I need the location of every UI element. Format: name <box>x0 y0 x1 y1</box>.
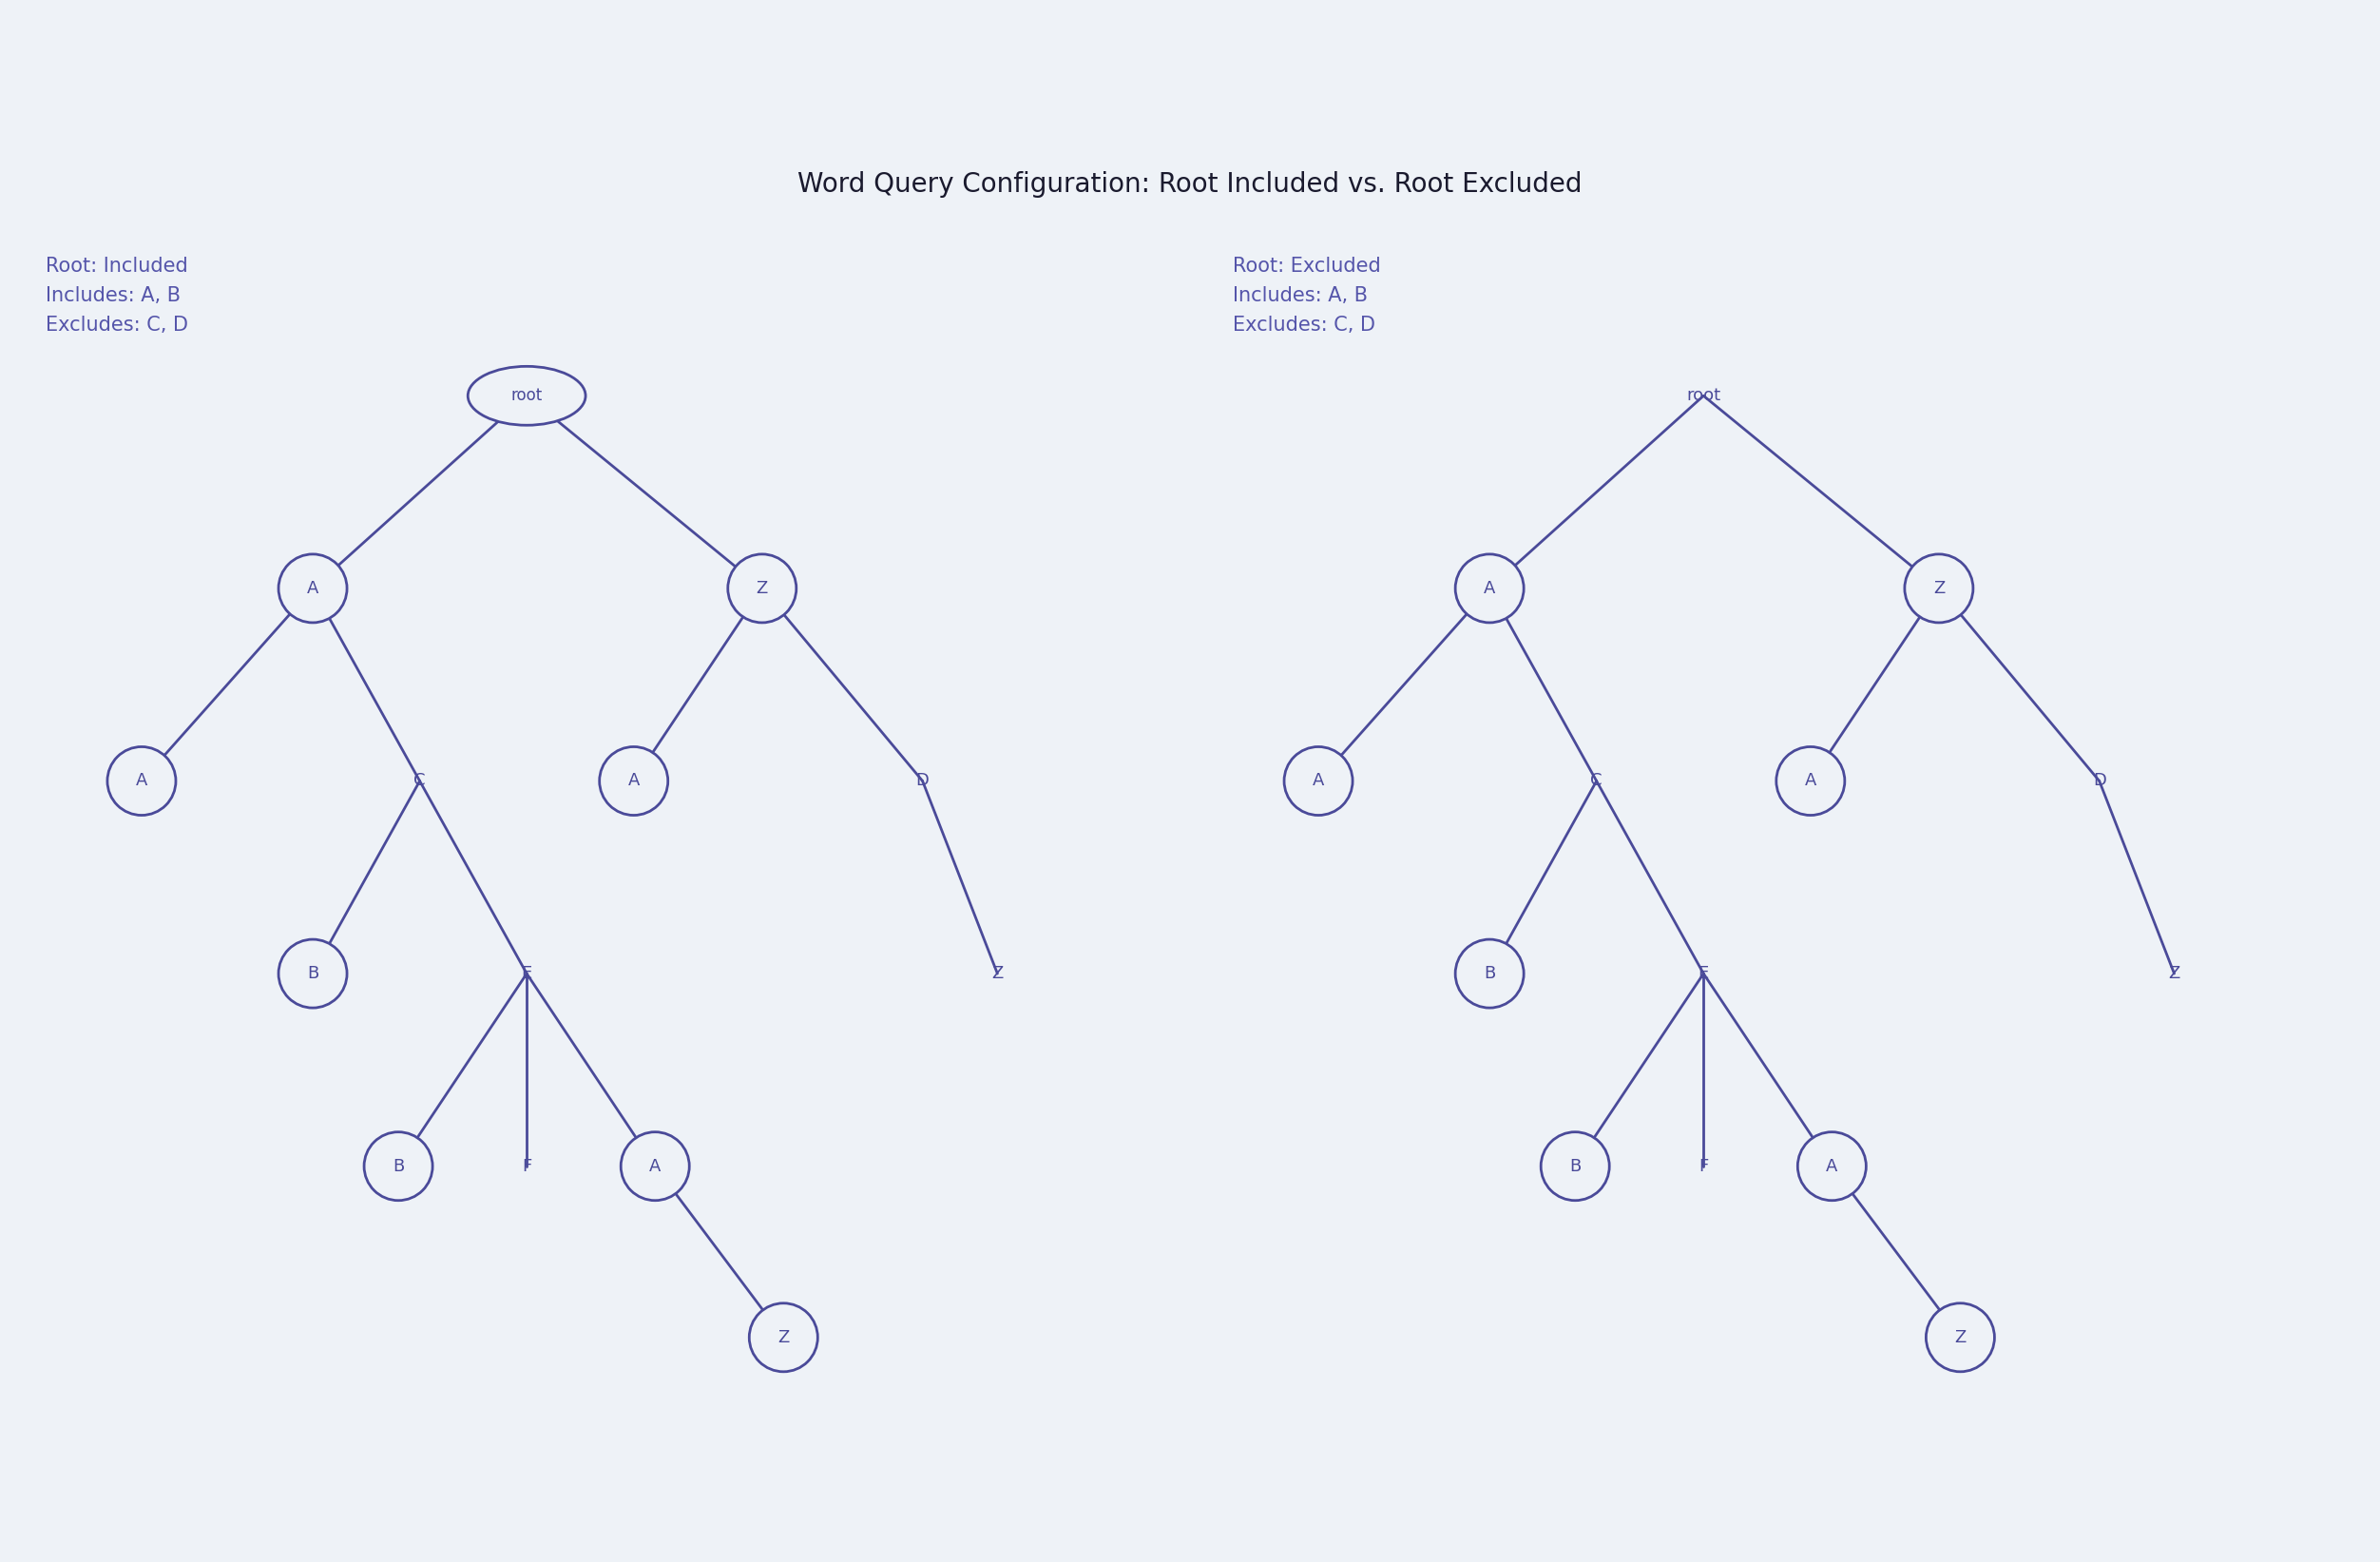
Circle shape <box>750 1303 819 1371</box>
Text: B: B <box>1568 1157 1580 1175</box>
Text: B: B <box>393 1157 405 1175</box>
Circle shape <box>1797 1132 1866 1201</box>
Circle shape <box>1904 555 1973 623</box>
Text: A: A <box>1804 773 1816 789</box>
Text: Root: Excluded
Includes: A, B
Excludes: C, D: Root: Excluded Includes: A, B Excludes: … <box>1233 256 1380 334</box>
Text: E: E <box>1699 965 1709 982</box>
Text: Z: Z <box>778 1329 790 1346</box>
Text: D: D <box>2092 773 2106 789</box>
Text: F: F <box>1699 1157 1709 1175</box>
Text: Root: Included
Includes: A, B
Excludes: C, D: Root: Included Includes: A, B Excludes: … <box>45 256 188 334</box>
Text: A: A <box>628 773 640 789</box>
Text: Z: Z <box>992 965 1004 982</box>
Circle shape <box>621 1132 690 1201</box>
Circle shape <box>1540 1132 1609 1201</box>
Text: A: A <box>650 1157 662 1175</box>
Text: A: A <box>1825 1157 1837 1175</box>
Text: E: E <box>521 965 533 982</box>
Circle shape <box>600 747 669 815</box>
Text: A: A <box>1311 773 1323 789</box>
Circle shape <box>1925 1303 1994 1371</box>
Text: root: root <box>1687 387 1721 405</box>
Circle shape <box>1775 747 1844 815</box>
Text: A: A <box>136 773 148 789</box>
Text: Z: Z <box>2168 965 2180 982</box>
Circle shape <box>107 747 176 815</box>
Text: B: B <box>1483 965 1495 982</box>
Text: A: A <box>307 580 319 597</box>
Circle shape <box>1454 939 1523 1007</box>
Circle shape <box>278 939 347 1007</box>
Text: Word Query Configuration: Root Included vs. Root Excluded: Word Query Configuration: Root Included … <box>797 172 1583 198</box>
Text: D: D <box>916 773 928 789</box>
Circle shape <box>1285 747 1352 815</box>
Text: B: B <box>307 965 319 982</box>
Text: root: root <box>512 387 543 405</box>
Ellipse shape <box>469 367 585 425</box>
Text: C: C <box>1590 773 1602 789</box>
Text: F: F <box>521 1157 531 1175</box>
Text: Z: Z <box>1933 580 1944 597</box>
Text: Z: Z <box>1954 1329 1966 1346</box>
Text: C: C <box>414 773 426 789</box>
Circle shape <box>728 555 797 623</box>
Text: A: A <box>1483 580 1495 597</box>
Circle shape <box>364 1132 433 1201</box>
Circle shape <box>1454 555 1523 623</box>
Text: Z: Z <box>757 580 769 597</box>
Circle shape <box>278 555 347 623</box>
